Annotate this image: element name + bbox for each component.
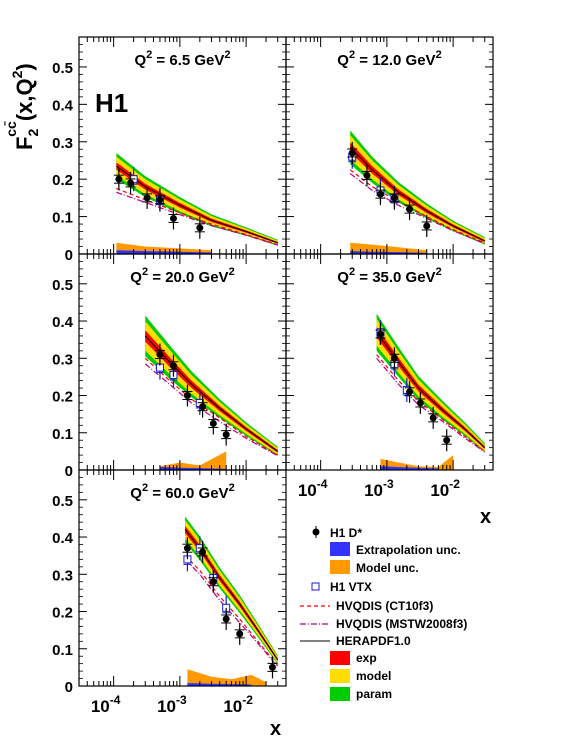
y-tick-label: 0.5	[52, 493, 73, 510]
svg-text:exp: exp	[356, 651, 377, 665]
svg-text:HVQDIS (MSTW2008f3): HVQDIS (MSTW2008f3)	[336, 617, 467, 631]
y-tick-label: 0	[65, 463, 73, 480]
y-tick-label: 0.4	[52, 530, 74, 547]
plot-area	[145, 315, 277, 470]
y-axis-label: F2cc̄(x,Q2)	[2, 63, 41, 150]
y-tick-label: 0.4	[52, 97, 74, 114]
y-tick-label: 0.5	[52, 60, 73, 77]
hvqdis-ct10-curve	[185, 556, 278, 666]
svg-text:HERAPDF1.0: HERAPDF1.0	[336, 634, 411, 648]
x-tick-label: 10-3	[364, 477, 394, 500]
y-tick-label: 0.1	[52, 426, 73, 443]
y-tick-label: 0.5	[52, 277, 73, 294]
y-tick-label: 0.2	[52, 605, 73, 622]
legend-band-exp: exp	[330, 651, 377, 665]
plot-area	[347, 131, 484, 254]
y-tick-label: 0.3	[52, 135, 73, 152]
x-tick-label: 10-4	[298, 477, 328, 500]
y-tick-label: 0	[65, 679, 73, 696]
x-tick-label: 10-2	[223, 693, 253, 716]
legend-herapdf: HERAPDF1.0	[300, 634, 411, 648]
x-tick-label: 10-3	[157, 693, 187, 716]
legend-hvqdis-ct10: HVQDIS (CT10f3)	[300, 599, 433, 613]
panel-5: 0 0.1 0.2 0.3 0.4 0.5 10-4 10-3 10-2 Q2 = 60.0 Ge…	[52, 470, 286, 716]
panel-title: Q2 = 6.5 GeV2	[134, 49, 230, 69]
panel-frame	[286, 37, 493, 254]
panel-title: Q2 = 60.0 GeV2	[130, 482, 234, 502]
panel-title: Q2 = 20.0 GeV2	[130, 266, 234, 286]
x-axis-label-bottom: x	[270, 718, 281, 737]
x-axis-label-right: x	[480, 506, 491, 528]
y-tick-label: 0	[65, 247, 73, 264]
legend-extrapolation: Extrapolation unc.	[330, 542, 461, 557]
plot-area	[182, 517, 277, 686]
herapdf-param-band	[350, 131, 484, 245]
experiment-label: H1	[95, 88, 128, 118]
legend-model-unc: Model unc.	[330, 560, 419, 575]
legend-hvqdis-mstw: HVQDIS (MSTW2008f3)	[300, 617, 467, 631]
hvqdis-mstw-curve	[185, 559, 278, 666]
legend: H1 D* Extrapolation unc. Model unc. H1 V…	[300, 526, 467, 701]
panel-title: Q2 = 12.0 GeV2	[337, 49, 441, 69]
svg-text:H1 VTX: H1 VTX	[330, 580, 372, 594]
x-tick-label: 10-2	[430, 477, 460, 500]
y-tick-label: 0.2	[52, 172, 73, 189]
x-tick-label: 10-4	[91, 693, 121, 716]
plot-area	[375, 314, 484, 470]
y-tick-label: 0.1	[52, 642, 73, 659]
panel-1: 0 0.1 0.2 0.3 0.4 0.5 Q2 = 6.5 GeV2	[52, 37, 286, 264]
panel-4: 10-4 10-3 10-2 Q2 = 35.0 GeV2	[286, 254, 493, 500]
svg-text:param: param	[356, 687, 392, 701]
svg-text:H1 D*: H1 D*	[330, 526, 362, 540]
legend-h1-vtx: H1 VTX	[312, 580, 372, 594]
h1-dstar-point	[442, 429, 452, 451]
svg-text:model: model	[356, 669, 391, 683]
plot-area	[114, 153, 278, 254]
y-tick-label: 0.3	[52, 351, 73, 368]
panel-frame	[79, 37, 286, 254]
legend-band-param: param	[330, 687, 392, 701]
y-tick-label: 0.4	[52, 314, 74, 331]
h1-dstar-point	[221, 424, 231, 446]
panel-title: Q2 = 35.0 GeV2	[337, 266, 441, 286]
panel-frame	[79, 470, 286, 686]
svg-text:Extrapolation unc.: Extrapolation unc.	[356, 543, 461, 557]
y-tick-label: 0.1	[52, 210, 73, 227]
y-tick-label: 0.2	[52, 389, 73, 406]
panel-3: 0 0.1 0.2 0.3 0.4 0.5 Q2 = 20.0 GeV2	[52, 254, 286, 480]
panel-2: Q2 = 12.0 GeV2	[286, 37, 493, 254]
y-tick-label: 0.3	[52, 567, 73, 584]
svg-text:F2cc̄(x,Q2): F2cc̄(x,Q2)	[2, 63, 41, 150]
legend-h1-dstar: H1 D*	[313, 526, 363, 540]
legend-band-model: model	[330, 669, 391, 683]
svg-text:HVQDIS (CT10f3): HVQDIS (CT10f3)	[336, 599, 433, 613]
svg-text:Model unc.: Model unc.	[356, 561, 419, 575]
